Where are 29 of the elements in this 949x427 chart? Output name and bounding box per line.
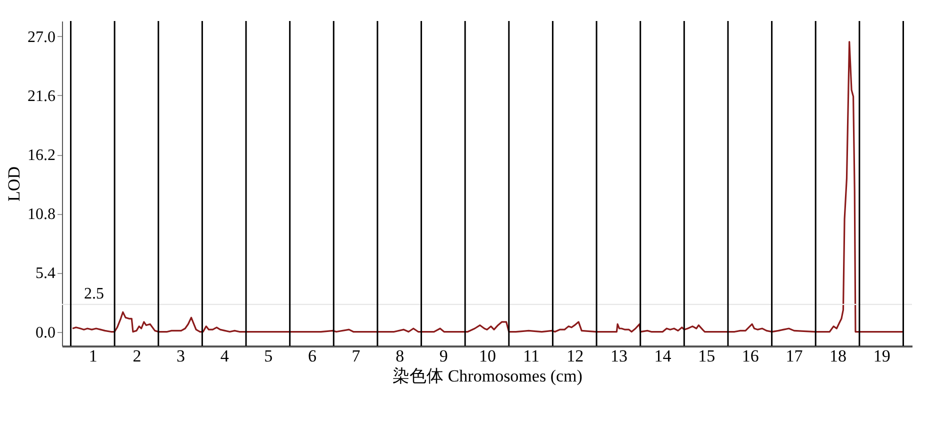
x-tick-label: 18 <box>830 346 847 366</box>
y-tick-label: 5.4 <box>36 265 56 282</box>
x-tick-label: 16 <box>742 346 759 366</box>
x-tick-label: 15 <box>698 346 716 366</box>
x-tick-label: 17 <box>786 346 804 366</box>
x-tick-label: 19 <box>873 346 890 366</box>
line-series <box>72 40 904 333</box>
x-tick-label: 6 <box>308 346 316 366</box>
x-tick-label: 4 <box>220 346 230 366</box>
y-tick-label: 21.6 <box>28 88 56 105</box>
y-tick-label: 27.0 <box>28 28 56 46</box>
y-tick-label: 0.0 <box>36 324 56 342</box>
x-tick-label: 2 <box>132 346 142 366</box>
ref-line-label: 2.5 <box>84 285 104 302</box>
x-tick-label: 10 <box>479 346 496 366</box>
x-tick-label: 3 <box>176 346 186 366</box>
x-tick-label: 7 <box>352 346 361 366</box>
x-axis-title: 染色体 Chromosomes (cm) <box>392 366 582 386</box>
x-tick-label: 8 <box>396 346 404 366</box>
x-tick-label: 11 <box>523 346 540 366</box>
y-tick-label: 10.8 <box>28 206 56 224</box>
x-tick-label: 9 <box>439 346 448 366</box>
y-tick-label: 16.2 <box>28 147 56 164</box>
x-tick-label: 14 <box>654 346 672 366</box>
y-axis-title: LOD <box>4 166 24 202</box>
x-tick-label: 13 <box>610 346 628 366</box>
x-tick-label: 5 <box>264 346 273 366</box>
x-tick-label: 1 <box>88 346 98 366</box>
x-tick-label: 12 <box>566 346 584 366</box>
